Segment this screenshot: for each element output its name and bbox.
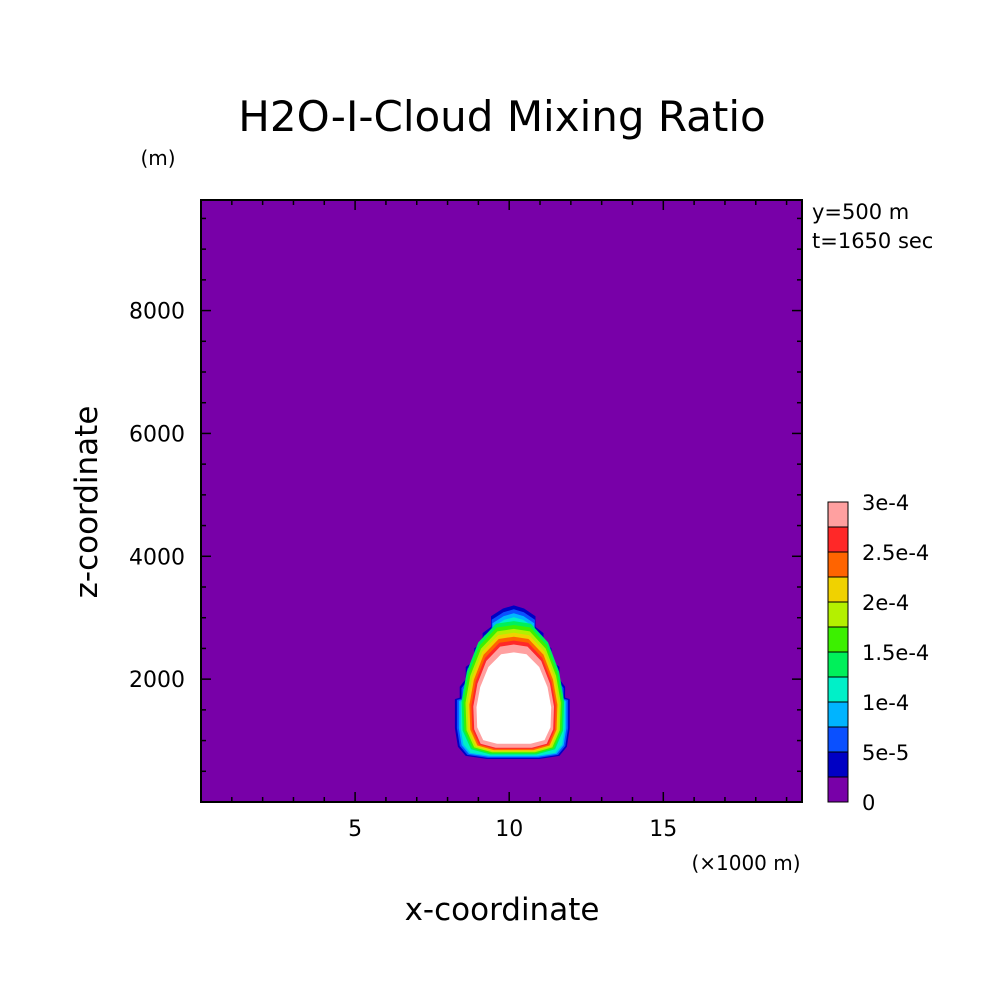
colorbar: 0 5e-5 1e-4 1.5e-4 2e-4 2.5e-4 3e-4 xyxy=(827,491,929,815)
colorbar-label: 1.5e-4 xyxy=(862,641,929,665)
colorbar-swatch xyxy=(827,526,849,553)
y-tick-label: 6000 xyxy=(129,422,185,447)
colorbar-swatch xyxy=(827,601,849,628)
colorbar-swatch xyxy=(827,701,849,728)
x-tick-label: 10 xyxy=(495,817,523,842)
x-tick-label: 15 xyxy=(649,817,677,842)
colorbar-swatch xyxy=(827,676,849,703)
info-time: t=1650 sec xyxy=(812,229,933,253)
colorbar-label: 2e-4 xyxy=(862,591,909,615)
x-axis-label: x-coordinate xyxy=(405,892,600,928)
colorbar-label: 1e-4 xyxy=(862,691,909,715)
plot-area xyxy=(200,199,803,803)
colorbar-swatch xyxy=(827,501,849,528)
y-tick-label: 2000 xyxy=(129,668,185,693)
colorbar-swatch xyxy=(827,551,849,578)
colorbar-swatch xyxy=(827,776,849,803)
y-axis-unit: (m) xyxy=(140,146,175,170)
colorbar-swatch xyxy=(827,751,849,778)
y-axis-label: z-coordinate xyxy=(69,406,105,599)
colorbar-label: 2.5e-4 xyxy=(862,541,929,565)
y-tick-label: 4000 xyxy=(129,545,185,570)
colorbar-label: 0 xyxy=(862,791,875,815)
colorbar-swatch xyxy=(827,726,849,753)
info-y-position: y=500 m xyxy=(812,200,909,224)
colorbar-label: 5e-5 xyxy=(862,741,909,765)
x-axis-unit: (×1000 m) xyxy=(691,851,800,875)
x-axis: 5 10 15 xyxy=(231,200,788,842)
colorbar-swatch xyxy=(827,626,849,653)
colorbar-swatch xyxy=(827,576,849,603)
colorbar-swatch xyxy=(827,651,849,678)
x-tick-label: 5 xyxy=(348,817,362,842)
y-axis: 2000 4000 6000 8000 xyxy=(129,217,802,773)
chart-title: H2O-I-Cloud Mixing Ratio xyxy=(238,92,765,141)
plot-frame xyxy=(200,199,803,803)
y-tick-label: 8000 xyxy=(129,300,185,325)
above-max-region xyxy=(476,652,552,744)
colorbar-label: 3e-4 xyxy=(862,491,909,515)
cloud-contours xyxy=(454,605,570,759)
